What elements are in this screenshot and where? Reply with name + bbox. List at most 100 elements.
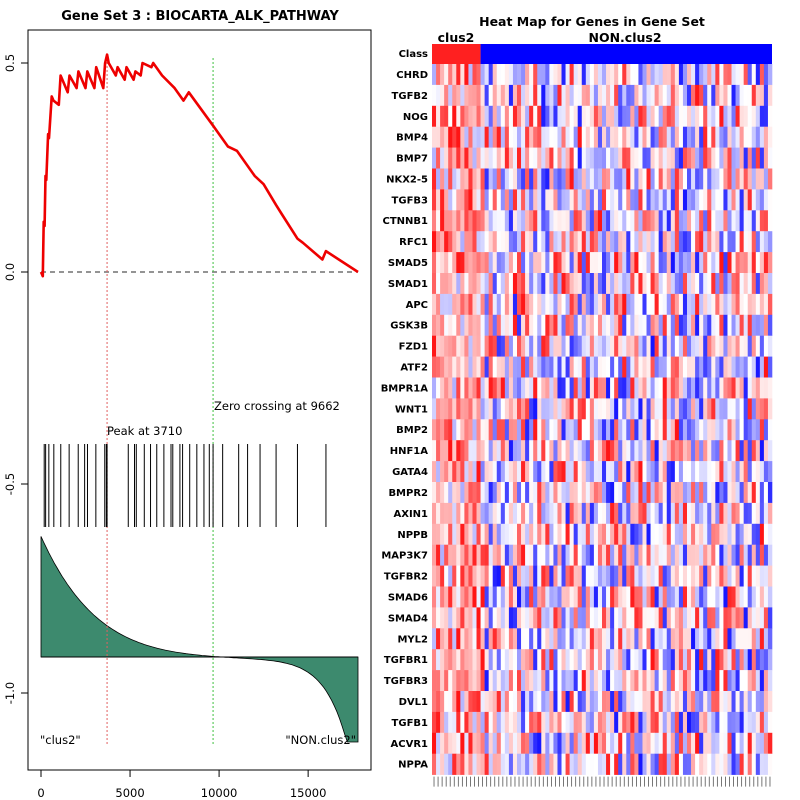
heatmap-cell bbox=[525, 273, 530, 295]
heatmap-cell bbox=[630, 210, 635, 232]
heatmap-cell bbox=[739, 628, 744, 650]
heatmap-cell bbox=[610, 691, 615, 713]
heatmap-cell bbox=[533, 273, 538, 295]
heatmap-cell bbox=[573, 691, 579, 713]
heatmap-cell bbox=[492, 732, 498, 754]
heatmap-cell bbox=[460, 335, 465, 357]
heatmap-cell bbox=[739, 732, 744, 754]
heatmap-cell bbox=[759, 711, 765, 734]
heatmap-cell bbox=[432, 753, 437, 775]
heatmap-cell bbox=[533, 649, 538, 671]
heatmap-cell bbox=[561, 670, 566, 692]
heatmap-cell bbox=[569, 356, 574, 378]
heatmap-cell bbox=[626, 565, 631, 587]
heatmap-cell bbox=[432, 252, 437, 274]
heatmap-cell bbox=[711, 732, 716, 754]
heatmap-cell bbox=[452, 126, 457, 148]
heatmap-cell bbox=[452, 398, 457, 420]
heatmap-cell bbox=[715, 753, 720, 775]
heatmap-cell bbox=[440, 64, 445, 86]
heatmap-cell bbox=[569, 670, 574, 692]
heatmap-cell bbox=[630, 586, 635, 608]
heatmap-cell bbox=[711, 356, 716, 378]
heatmap-cell bbox=[432, 419, 437, 441]
heatmap-cell bbox=[630, 419, 635, 441]
heatmap-cell bbox=[593, 523, 599, 545]
heatmap-cell bbox=[504, 461, 510, 483]
heatmap-cell bbox=[581, 544, 587, 566]
heatmap-cell bbox=[557, 711, 562, 734]
heatmap-cell bbox=[719, 147, 724, 169]
heatmap-cell bbox=[610, 335, 615, 357]
heatmap-cell bbox=[488, 753, 494, 775]
heatmap-cell bbox=[682, 732, 688, 754]
heatmap-cell bbox=[496, 753, 502, 775]
heatmap-cell bbox=[468, 565, 473, 587]
heatmap-cell bbox=[589, 314, 595, 336]
heatmap-cell bbox=[504, 732, 510, 754]
heatmap-cell bbox=[545, 565, 550, 587]
heatmap-cell bbox=[480, 147, 485, 169]
heatmap-cell bbox=[767, 670, 773, 692]
heatmap-cell bbox=[618, 711, 623, 734]
heatmap-cell bbox=[719, 419, 724, 441]
heatmap-cell bbox=[597, 670, 603, 692]
heatmap-cell bbox=[666, 461, 672, 483]
heatmap-cell bbox=[460, 440, 465, 462]
heatmap-cell bbox=[763, 461, 769, 483]
heatmap-cell bbox=[711, 64, 716, 86]
heatmap-cell bbox=[670, 419, 676, 441]
heatmap-cell bbox=[606, 461, 611, 483]
heatmap-cell bbox=[731, 586, 736, 608]
heatmap-cell bbox=[654, 398, 659, 420]
heatmap-cell bbox=[472, 419, 477, 441]
heatmap-cell bbox=[703, 691, 708, 713]
heatmap-cell bbox=[468, 461, 473, 483]
heatmap-cell bbox=[553, 670, 558, 692]
heatmap-cell bbox=[444, 565, 449, 587]
heatmap-cell bbox=[687, 753, 692, 775]
heatmap-cell bbox=[593, 189, 599, 211]
heatmap-cell bbox=[622, 189, 627, 211]
heatmap-cell bbox=[569, 314, 574, 336]
heatmap-cell bbox=[468, 586, 473, 608]
heatmap-cell bbox=[727, 544, 732, 566]
heatmap-cell bbox=[452, 377, 457, 399]
heatmap-cell bbox=[666, 440, 672, 462]
heatmap-cell bbox=[472, 84, 477, 107]
heatmap-cell bbox=[691, 753, 696, 775]
heatmap-cell bbox=[452, 273, 457, 295]
heatmap-cell bbox=[767, 419, 773, 441]
heatmap-cell bbox=[618, 314, 623, 336]
heatmap-cell bbox=[707, 419, 712, 441]
heatmap-cell bbox=[610, 482, 615, 504]
heatmap-cell bbox=[436, 419, 441, 441]
heatmap-cell bbox=[723, 419, 728, 441]
heatmap-cell bbox=[436, 502, 441, 525]
heatmap-cell bbox=[464, 126, 469, 148]
heatmap-cell bbox=[695, 544, 700, 566]
gene-label: HNF1A bbox=[390, 446, 429, 457]
heatmap-cell bbox=[699, 502, 704, 525]
heatmap-cell bbox=[585, 126, 591, 148]
heatmap-cell bbox=[719, 649, 724, 671]
heatmap-cell bbox=[646, 189, 651, 211]
heatmap-cell bbox=[662, 105, 668, 127]
heatmap-cell bbox=[537, 335, 542, 357]
heatmap-cell bbox=[707, 523, 712, 545]
heatmap-cell bbox=[569, 586, 574, 608]
heatmap-cell bbox=[537, 628, 542, 650]
heatmap-cell bbox=[630, 64, 635, 86]
heatmap-cell bbox=[472, 482, 477, 504]
heatmap-cell bbox=[691, 544, 696, 566]
heatmap-cell bbox=[763, 210, 769, 232]
heatmap-cell bbox=[569, 231, 574, 253]
heatmap-cell bbox=[626, 670, 631, 692]
heatmap-cell bbox=[711, 461, 716, 483]
heatmap-cell bbox=[436, 565, 441, 587]
heatmap-cell bbox=[739, 565, 744, 587]
heatmap-cell bbox=[545, 398, 550, 420]
heatmap-cell bbox=[537, 147, 542, 169]
heatmap-cell bbox=[593, 670, 599, 692]
heatmap-cell bbox=[751, 231, 757, 253]
